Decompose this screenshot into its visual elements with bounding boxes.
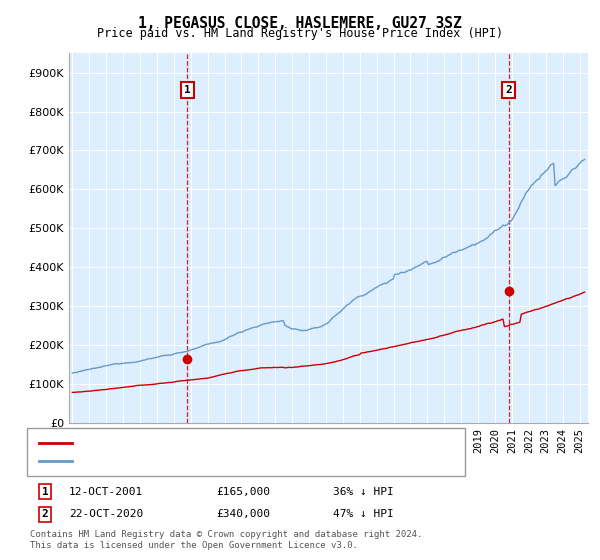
Text: £340,000: £340,000 xyxy=(216,509,270,519)
Text: 36% ↓ HPI: 36% ↓ HPI xyxy=(333,487,394,497)
Text: Price paid vs. HM Land Registry's House Price Index (HPI): Price paid vs. HM Land Registry's House … xyxy=(97,27,503,40)
Text: 1: 1 xyxy=(184,85,191,95)
Text: HPI: Average price, detached house, Chichester: HPI: Average price, detached house, Chic… xyxy=(78,456,365,466)
Text: 1: 1 xyxy=(41,487,49,497)
Text: 47% ↓ HPI: 47% ↓ HPI xyxy=(333,509,394,519)
Text: 2: 2 xyxy=(505,85,512,95)
Text: Contains HM Land Registry data © Crown copyright and database right 2024.: Contains HM Land Registry data © Crown c… xyxy=(30,530,422,539)
Text: 2: 2 xyxy=(41,509,49,519)
Text: 12-OCT-2001: 12-OCT-2001 xyxy=(69,487,143,497)
Text: £165,000: £165,000 xyxy=(216,487,270,497)
Text: 1, PEGASUS CLOSE, HASLEMERE, GU27 3SZ: 1, PEGASUS CLOSE, HASLEMERE, GU27 3SZ xyxy=(138,16,462,31)
Text: This data is licensed under the Open Government Licence v3.0.: This data is licensed under the Open Gov… xyxy=(30,541,358,550)
Text: 22-OCT-2020: 22-OCT-2020 xyxy=(69,509,143,519)
Text: 1, PEGASUS CLOSE, HASLEMERE, GU27 3SZ (detached house): 1, PEGASUS CLOSE, HASLEMERE, GU27 3SZ (d… xyxy=(78,438,415,448)
